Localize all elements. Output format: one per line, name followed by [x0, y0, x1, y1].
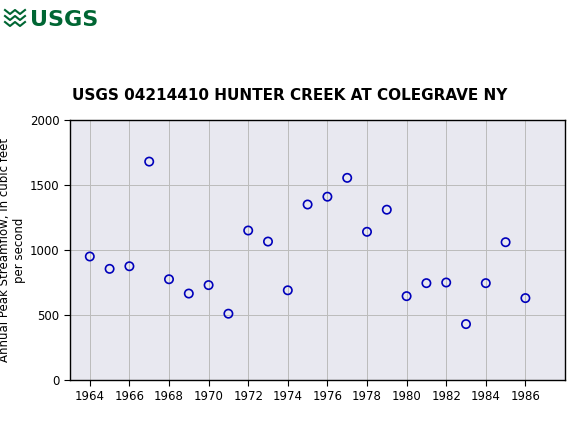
Y-axis label: Annual Peak Streamflow, in cubic feet
per second: Annual Peak Streamflow, in cubic feet pe… [0, 138, 26, 362]
Point [422, 280, 431, 286]
Point [303, 201, 312, 208]
Point [144, 158, 154, 165]
Point [481, 280, 491, 286]
Point [263, 238, 273, 245]
Point [521, 295, 530, 301]
Text: USGS: USGS [30, 10, 98, 30]
Point [204, 282, 213, 289]
Point [362, 228, 372, 235]
Point [322, 193, 332, 200]
Point [461, 321, 470, 328]
Text: USGS 04214410 HUNTER CREEK AT COLEGRAVE NY: USGS 04214410 HUNTER CREEK AT COLEGRAVE … [72, 88, 508, 103]
Point [441, 279, 451, 286]
Point [244, 227, 253, 234]
Point [402, 293, 411, 300]
Point [105, 265, 114, 272]
Point [125, 263, 134, 270]
Point [85, 253, 95, 260]
Point [382, 206, 392, 213]
Point [501, 239, 510, 246]
Point [343, 175, 352, 181]
Point [164, 276, 173, 283]
Point [184, 290, 194, 297]
Point [224, 310, 233, 317]
Bar [2, 2, 97, 38]
Point [283, 287, 292, 294]
